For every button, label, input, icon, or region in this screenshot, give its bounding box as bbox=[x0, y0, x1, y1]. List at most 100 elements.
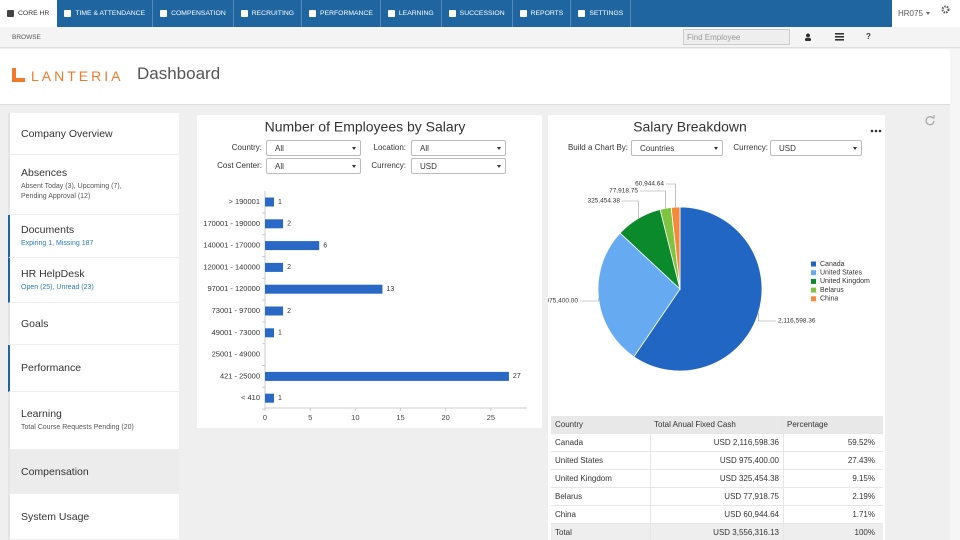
nav-item[interactable]: SUCCESSION bbox=[442, 0, 513, 27]
header: LANTERIA Dashboard bbox=[0, 49, 950, 105]
nav-item[interactable]: SETTINGS bbox=[571, 0, 632, 27]
settings-icon[interactable] bbox=[941, 5, 950, 14]
list-icon[interactable] bbox=[835, 33, 844, 41]
filter-select[interactable]: All bbox=[266, 158, 361, 174]
nav-icon bbox=[240, 10, 248, 17]
nav-label[interactable]: REPORTS bbox=[530, 10, 564, 17]
nav-label[interactable]: LEARNING bbox=[398, 10, 434, 17]
nav-item[interactable]: LEARNING bbox=[381, 0, 442, 27]
refresh-icon[interactable] bbox=[924, 114, 936, 126]
sidebar-title[interactable]: Compensation bbox=[21, 465, 89, 478]
sidebar-subtitle: Expiring 1, Missing 187 bbox=[21, 239, 94, 247]
table-cell: Total bbox=[555, 528, 572, 537]
caret bbox=[925, 12, 930, 15]
scrollbar bbox=[950, 49, 960, 540]
bar bbox=[265, 197, 275, 207]
filter-select[interactable]: All bbox=[411, 140, 506, 156]
nav-item[interactable]: REPORTS bbox=[513, 0, 572, 27]
nav-item[interactable]: PERFORMANCE bbox=[302, 0, 381, 27]
x-tick-label: 20 bbox=[442, 413, 450, 422]
table-cell: China bbox=[555, 510, 576, 519]
sidebar-item[interactable]: System Usage bbox=[8, 494, 179, 540]
data-label: 2 bbox=[287, 221, 291, 228]
sidebar-item[interactable]: Company Overview bbox=[8, 113, 179, 155]
y-tick-label: 73001 - 97000 bbox=[212, 306, 260, 315]
nav-label[interactable]: SUCCESSION bbox=[459, 10, 505, 17]
data-label: 1 bbox=[278, 395, 282, 402]
nav-label[interactable]: SETTINGS bbox=[589, 10, 624, 17]
sidebar-title[interactable]: HR HelpDesk bbox=[21, 267, 85, 280]
sidebar-item[interactable]: Compensation bbox=[8, 450, 179, 494]
pie: 2,116,598.36 975,400.00 325,454.38 77,918.7… bbox=[548, 181, 816, 372]
help[interactable]: ? bbox=[866, 32, 871, 41]
filter-label: Currency: bbox=[733, 143, 768, 152]
y-tick-label: 97001 - 120000 bbox=[207, 284, 260, 293]
sidebar-item[interactable]: HR HelpDesk Open (25), Unread (23) bbox=[8, 258, 179, 303]
logo-text: LANTERIA bbox=[31, 68, 124, 84]
filter-select[interactable]: All bbox=[266, 140, 361, 156]
nav-item[interactable]: RECRUITING bbox=[234, 0, 303, 27]
nav-label[interactable]: PERFORMANCE bbox=[320, 10, 373, 17]
filter-select[interactable]: Countries bbox=[631, 140, 723, 156]
filter-select[interactable]: USD bbox=[770, 140, 862, 156]
sidebar-item[interactable]: Learning Total Course Requests Pending (2… bbox=[8, 392, 179, 450]
column-divider bbox=[650, 452, 651, 470]
filter-value[interactable]: USD bbox=[779, 144, 796, 153]
sidebar-item[interactable]: Goals bbox=[8, 303, 179, 345]
nav-label[interactable]: TIME & ATTENDANCE bbox=[75, 10, 146, 17]
legend-swatch bbox=[811, 270, 816, 276]
sidebar-title[interactable]: Company Overview bbox=[21, 127, 113, 140]
x-tick-label: 0 bbox=[263, 413, 267, 422]
column-divider bbox=[650, 488, 651, 506]
nav-icon bbox=[578, 10, 586, 17]
nav-item[interactable]: TIME & ATTENDANCE bbox=[57, 0, 154, 27]
data-label: 77,918.75 bbox=[609, 188, 638, 195]
nav-label[interactable]: RECRUITING bbox=[251, 10, 295, 17]
nav-item[interactable]: COMPENSATION bbox=[153, 0, 234, 27]
sidebar-subtitle: Open (25), Unread (23) bbox=[21, 283, 94, 291]
sidebar-item[interactable]: Performance bbox=[8, 345, 179, 392]
page-title: Dashboard bbox=[137, 64, 221, 83]
sidebar-item[interactable]: Absences Absent Today (3), Upcoming (7), … bbox=[8, 155, 179, 215]
filter-select[interactable]: USD bbox=[411, 158, 506, 174]
table-cell: 27.43% bbox=[847, 456, 875, 465]
sidebar-title[interactable]: Documents bbox=[21, 223, 75, 236]
filter-value[interactable]: All bbox=[275, 144, 284, 153]
nav-item[interactable]: CORE HR bbox=[0, 0, 58, 27]
user-name[interactable]: HR075 bbox=[898, 9, 923, 18]
user-menu[interactable]: HR075 bbox=[898, 0, 930, 27]
sidebar-title[interactable]: Learning bbox=[21, 408, 62, 420]
chart-title: Salary Breakdown bbox=[633, 119, 747, 135]
filter-value[interactable]: USD bbox=[420, 162, 437, 171]
filter-value[interactable]: Countries bbox=[640, 144, 675, 153]
sidebar-subtitle: Total Course Requests Pending (20) bbox=[21, 424, 134, 431]
bar bbox=[265, 284, 383, 294]
y-tick-label: 25001 - 49000 bbox=[212, 350, 260, 359]
column-divider bbox=[783, 524, 784, 540]
data-label: 27 bbox=[513, 373, 521, 380]
table-cell: Canada bbox=[555, 438, 584, 447]
filter-value[interactable]: All bbox=[275, 162, 284, 171]
nav-icon-shape bbox=[519, 10, 527, 17]
caret bbox=[352, 165, 356, 168]
pie-slice bbox=[633, 206, 763, 372]
sidebar-title[interactable]: Performance bbox=[21, 362, 82, 374]
filter-value[interactable]: All bbox=[420, 144, 429, 153]
nav-icon-shape bbox=[160, 10, 168, 17]
browse[interactable]: BROWSE bbox=[12, 34, 41, 41]
nav-label[interactable]: CORE HR bbox=[18, 10, 50, 17]
sidebar-title[interactable]: Goals bbox=[21, 317, 49, 330]
table-cell: 2.19% bbox=[852, 492, 875, 501]
table-cell: Country bbox=[555, 420, 584, 429]
nav-icon bbox=[309, 10, 317, 17]
menu-dots[interactable] bbox=[870, 129, 882, 133]
sidebar-item[interactable]: Documents Expiring 1, Missing 187 bbox=[8, 215, 179, 258]
sidebar-title[interactable]: Absences bbox=[21, 167, 68, 179]
column-divider bbox=[783, 488, 784, 506]
sidebar-title[interactable]: System Usage bbox=[21, 510, 90, 523]
search-box[interactable]: Find Employee bbox=[683, 29, 790, 45]
person-icon[interactable] bbox=[804, 33, 812, 41]
legend-label: Belarus bbox=[820, 287, 844, 294]
nav-label[interactable]: COMPENSATION bbox=[171, 10, 226, 17]
